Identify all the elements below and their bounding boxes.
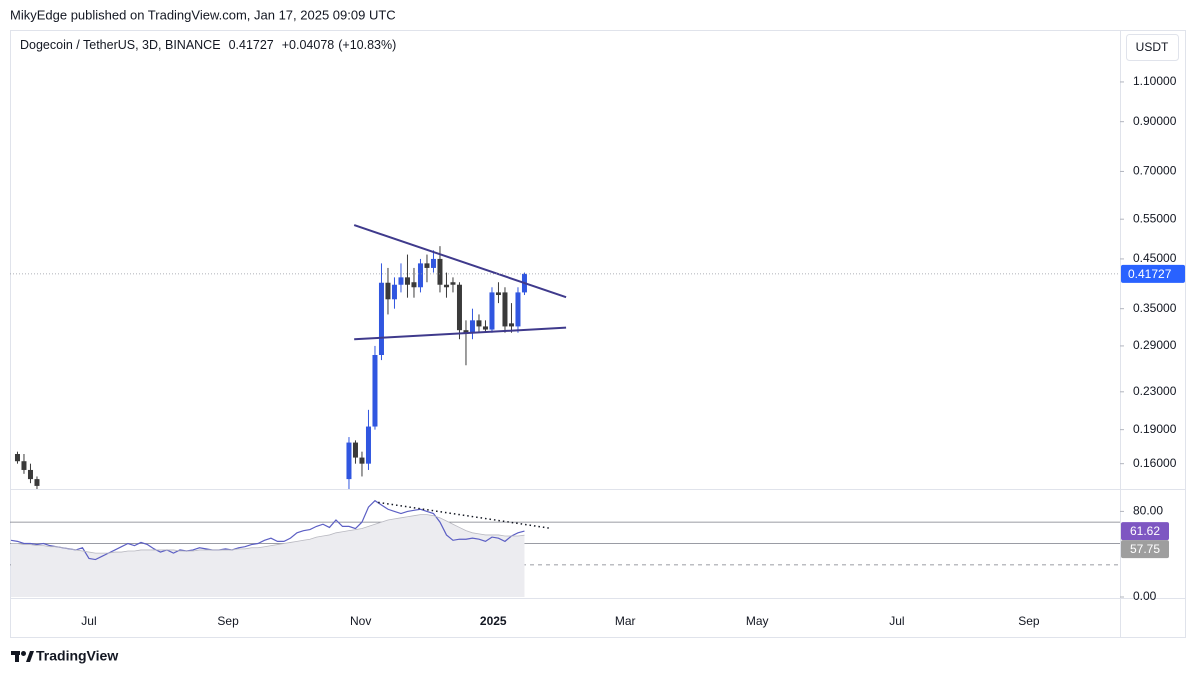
- y-tick-label: 0.45000: [1133, 251, 1177, 265]
- price-change-percent: (+10.83%): [338, 38, 396, 52]
- y-tick-label: 0.29000: [1133, 338, 1177, 352]
- x-tick-label: Mar: [615, 614, 636, 628]
- currency-label[interactable]: USDT: [1136, 40, 1169, 54]
- candle-body: [391, 284, 397, 300]
- candle-body: [430, 258, 436, 268]
- y-tick-label: 1.10000: [1133, 74, 1177, 88]
- candle-body: [456, 284, 462, 331]
- axes: 1.10000 0.90000 0.70000 0.55000 0.45000 0.350…: [81, 74, 1185, 628]
- x-tick-label: May: [746, 614, 769, 628]
- logo-dot: [21, 651, 26, 656]
- x-tick-label: Sep: [217, 614, 239, 628]
- candle-body: [502, 292, 508, 327]
- y-tick-label: 0.23000: [1133, 384, 1177, 398]
- x-tick-label: Sep: [1018, 614, 1040, 628]
- candle-body: [482, 326, 488, 330]
- price-change: +0.04078: [282, 38, 335, 52]
- y-tick-label: 0.55000: [1133, 211, 1177, 225]
- candle-body: [450, 282, 456, 285]
- publisher-line: MikyEdge published on TradingView.com, J…: [10, 7, 396, 22]
- y-tick-label: 80.00: [1133, 504, 1163, 518]
- candle-body: [476, 320, 482, 327]
- logo-stem: [15, 651, 19, 662]
- candle-body: [443, 284, 449, 288]
- brand: TradingView: [36, 648, 118, 664]
- value-tag: [1121, 522, 1169, 541]
- y-tick-label: 0.35000: [1133, 301, 1177, 315]
- last-price-tag: [1121, 264, 1185, 283]
- candle-body: [34, 479, 40, 486]
- candle-body: [365, 426, 371, 464]
- value-tag: [1121, 540, 1169, 559]
- y-tick-label: 0.19000: [1133, 422, 1177, 436]
- chart-frame: [10, 30, 1186, 638]
- x-tick-label: Jul: [81, 614, 96, 628]
- last-price-tag-label: 0.41727: [1128, 267, 1172, 281]
- x-tick-label: Jul: [889, 614, 904, 628]
- candle-body: [385, 282, 391, 300]
- candle-body: [495, 292, 501, 296]
- candle-body: [515, 292, 521, 327]
- y-tick-label: 0.00: [1133, 589, 1157, 603]
- symbol-header: Dogecoin / TetherUS, 3D, BINANCE 0.41727 +…: [20, 38, 396, 52]
- value-tag-label: 57.75: [1130, 542, 1160, 556]
- candle-body: [404, 277, 410, 285]
- last-price: 0.41727: [229, 38, 274, 52]
- y-tick-label: 0.90000: [1133, 114, 1177, 128]
- candle-body: [489, 292, 495, 330]
- rsi-line: [10, 499, 525, 561]
- logo-slash: [26, 651, 34, 662]
- candle-body: [27, 469, 33, 480]
- candle-body: [359, 457, 365, 464]
- rsi-trendline: [378, 501, 551, 530]
- ma-line: [10, 514, 525, 554]
- rsi-pane: [10, 499, 1120, 597]
- candle-body: [346, 442, 352, 480]
- x-tick-label: Nov: [350, 614, 371, 628]
- x-tick-label: 2025: [480, 614, 507, 628]
- candle-body: [378, 282, 384, 355]
- candle-body: [508, 323, 514, 327]
- tradingview-logo: [11, 651, 34, 662]
- trendline: [353, 224, 567, 299]
- currency-button[interactable]: [1126, 34, 1179, 61]
- symbol-title: Dogecoin / TetherUS, 3D, BINANCE: [20, 38, 221, 52]
- candle-body: [469, 320, 475, 333]
- candle-body: [21, 461, 27, 470]
- y-tick-label: 0.70000: [1133, 164, 1177, 178]
- candle-body: [417, 263, 423, 288]
- ma-area: [10, 514, 525, 597]
- value-tag-label: 61.62: [1130, 524, 1160, 538]
- candle-body: [437, 258, 443, 285]
- candle-body: [372, 354, 378, 427]
- candle-body: [424, 263, 430, 268]
- candle-body: [352, 442, 358, 458]
- candle-body: [398, 277, 404, 285]
- price-pane: [10, 224, 1120, 489]
- trendline: [354, 326, 567, 341]
- candle-body: [14, 454, 20, 462]
- candle-body: [463, 330, 469, 333]
- y-tick-label: 0.16000: [1133, 456, 1177, 470]
- candle-body: [411, 282, 417, 288]
